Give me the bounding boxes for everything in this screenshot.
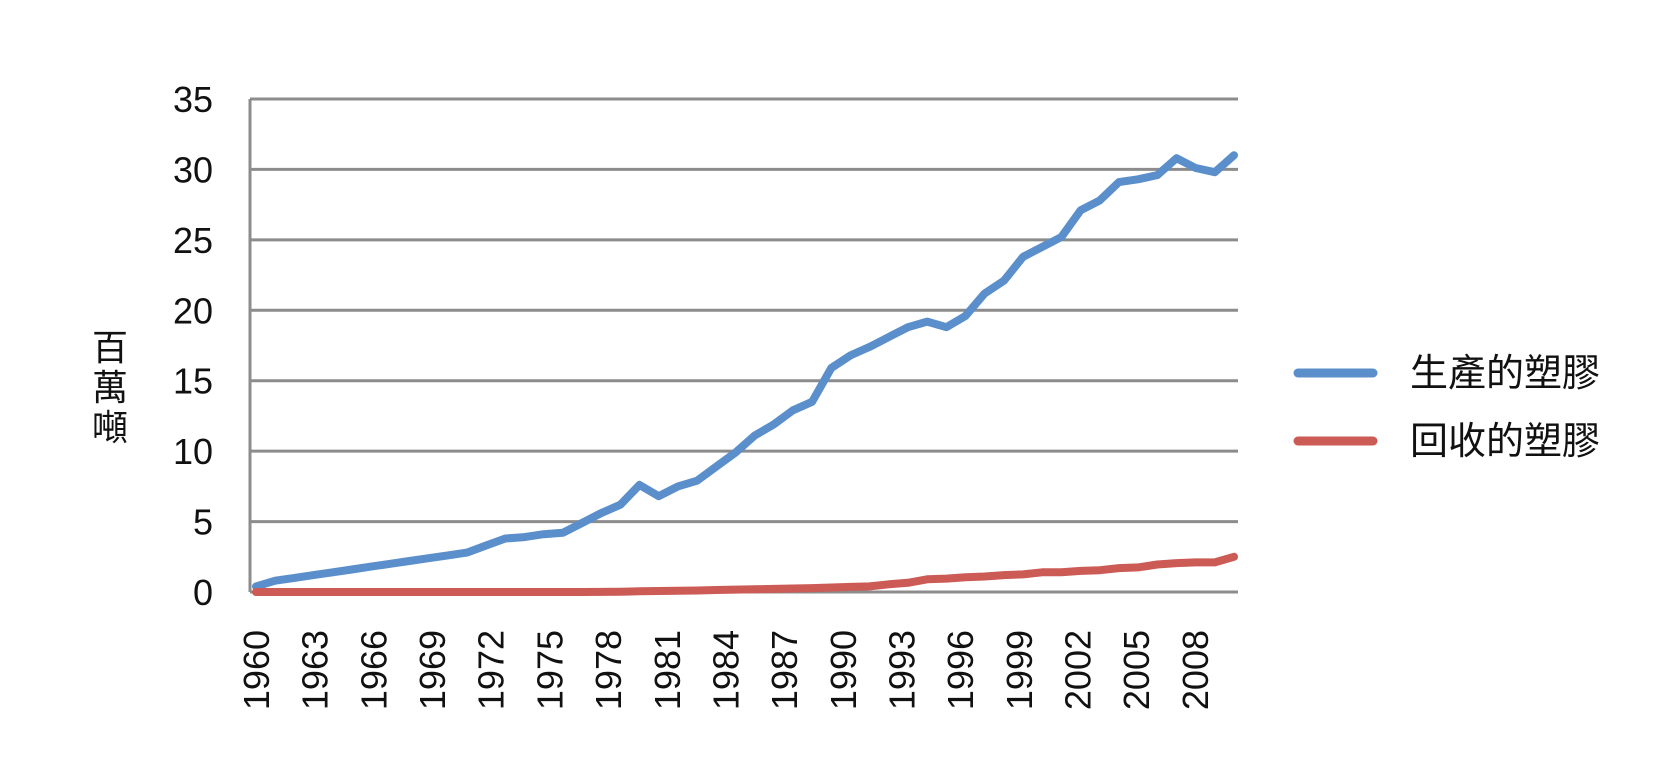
y-axis-label: 百萬噸	[92, 328, 128, 449]
x-tick-label: 1969	[412, 630, 453, 710]
series-line	[252, 151, 1238, 591]
x-tick-label: 1975	[529, 630, 570, 710]
x-tick-label: 1999	[999, 630, 1040, 710]
x-tick-label: 1981	[647, 630, 688, 710]
y-tick-label: 15	[173, 361, 213, 402]
y-tick-label: 20	[173, 290, 213, 331]
y-tick-labels: 0 5 10 15 20 25 30 35	[173, 79, 213, 613]
x-tick-labels: 1960 1963 1966 1969 1972 1975 1978 1981 1984 1987…	[236, 630, 1216, 710]
x-tick-label: 1987	[764, 630, 805, 710]
x-tick-label: 1960	[236, 630, 277, 710]
x-tick-label: 1996	[940, 630, 981, 710]
x-tick-label: 1963	[295, 630, 336, 710]
y-tick-label: 30	[173, 149, 213, 190]
y-tick-label: 35	[173, 79, 213, 120]
x-tick-label: 2008	[1175, 630, 1216, 710]
axes	[248, 99, 1238, 594]
x-tick-label: 1993	[881, 630, 922, 710]
legend-label: 回收的塑膠	[1410, 419, 1600, 463]
series-line	[252, 552, 1238, 596]
y-tick-label: 25	[173, 220, 213, 261]
y-tick-label: 5	[193, 502, 213, 543]
gridlines	[250, 97, 1238, 594]
y-tick-label: 10	[173, 431, 213, 472]
legend-label: 生產的塑膠	[1410, 351, 1600, 395]
x-tick-label: 1966	[353, 630, 394, 710]
x-tick-label: 2005	[1116, 630, 1157, 710]
x-tick-label: 1990	[823, 630, 864, 710]
x-tick-label: 1984	[705, 630, 746, 710]
series-lines	[252, 151, 1238, 596]
x-tick-label: 1978	[588, 630, 629, 710]
x-tick-label: 1972	[471, 630, 512, 710]
x-tick-label: 2002	[1058, 630, 1099, 710]
y-tick-label: 0	[193, 572, 213, 613]
